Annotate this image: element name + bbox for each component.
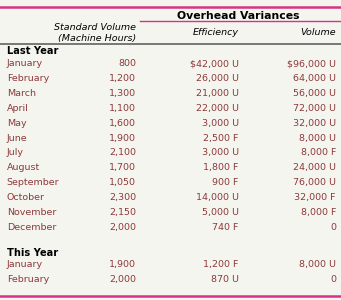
Text: 1,900: 1,900 — [109, 134, 136, 142]
Text: 3,000 U: 3,000 U — [202, 148, 239, 158]
Text: 22,000 U: 22,000 U — [196, 104, 239, 113]
Text: 76,000 U: 76,000 U — [293, 178, 336, 187]
Text: 1,200 F: 1,200 F — [203, 260, 239, 269]
Text: January: January — [7, 59, 43, 68]
Text: 32,000 F: 32,000 F — [294, 193, 336, 202]
Text: 740 F: 740 F — [212, 223, 239, 232]
Text: 2,150: 2,150 — [109, 208, 136, 217]
Text: 1,050: 1,050 — [109, 178, 136, 187]
Text: 1,300: 1,300 — [109, 89, 136, 98]
Text: 1,100: 1,100 — [109, 104, 136, 113]
Text: 14,000 U: 14,000 U — [196, 193, 239, 202]
Text: October: October — [7, 193, 45, 202]
Text: 1,600: 1,600 — [109, 119, 136, 128]
Text: 3,000 U: 3,000 U — [202, 119, 239, 128]
Text: 2,000: 2,000 — [109, 275, 136, 284]
Text: 8,000 F: 8,000 F — [300, 148, 336, 158]
Text: 8,000 U: 8,000 U — [299, 134, 336, 142]
Text: 1,800 F: 1,800 F — [203, 163, 239, 172]
Text: 1,900: 1,900 — [109, 260, 136, 269]
Text: February: February — [7, 74, 49, 83]
Text: This Year: This Year — [7, 248, 58, 258]
Text: May: May — [7, 119, 27, 128]
Text: 21,000 U: 21,000 U — [196, 89, 239, 98]
Text: $96,000 U: $96,000 U — [287, 59, 336, 68]
Text: July: July — [7, 148, 24, 158]
Text: 64,000 U: 64,000 U — [293, 74, 336, 83]
Text: March: March — [7, 89, 36, 98]
Text: 24,000 U: 24,000 U — [293, 163, 336, 172]
Text: 0: 0 — [330, 223, 336, 232]
Text: 56,000 U: 56,000 U — [293, 89, 336, 98]
Text: 5,000 U: 5,000 U — [202, 208, 239, 217]
Text: 800: 800 — [118, 59, 136, 68]
Text: April: April — [7, 104, 29, 113]
Text: 1,700: 1,700 — [109, 163, 136, 172]
Text: 0: 0 — [330, 275, 336, 284]
Text: 1,200: 1,200 — [109, 74, 136, 83]
Text: June: June — [7, 134, 27, 142]
Text: December: December — [7, 223, 56, 232]
Text: 2,100: 2,100 — [109, 148, 136, 158]
Text: January: January — [7, 260, 43, 269]
Text: 2,000: 2,000 — [109, 223, 136, 232]
Text: Volume: Volume — [300, 28, 336, 37]
Text: 900 F: 900 F — [212, 178, 239, 187]
Text: 72,000 U: 72,000 U — [293, 104, 336, 113]
Text: Overhead Variances: Overhead Variances — [177, 11, 300, 21]
Text: $42,000 U: $42,000 U — [190, 59, 239, 68]
Text: Standard Volume
(Machine Hours): Standard Volume (Machine Hours) — [55, 22, 136, 43]
Text: 32,000 U: 32,000 U — [293, 119, 336, 128]
Text: September: September — [7, 178, 59, 187]
Text: 26,000 U: 26,000 U — [196, 74, 239, 83]
Text: 2,500 F: 2,500 F — [203, 134, 239, 142]
Text: Last Year: Last Year — [7, 46, 58, 56]
Text: 8,000 U: 8,000 U — [299, 260, 336, 269]
Text: November: November — [7, 208, 56, 217]
Text: 8,000 F: 8,000 F — [300, 208, 336, 217]
Text: August: August — [7, 163, 40, 172]
Text: February: February — [7, 275, 49, 284]
Text: 2,300: 2,300 — [109, 193, 136, 202]
Text: 870 U: 870 U — [211, 275, 239, 284]
Text: Efficiency: Efficiency — [193, 28, 239, 37]
